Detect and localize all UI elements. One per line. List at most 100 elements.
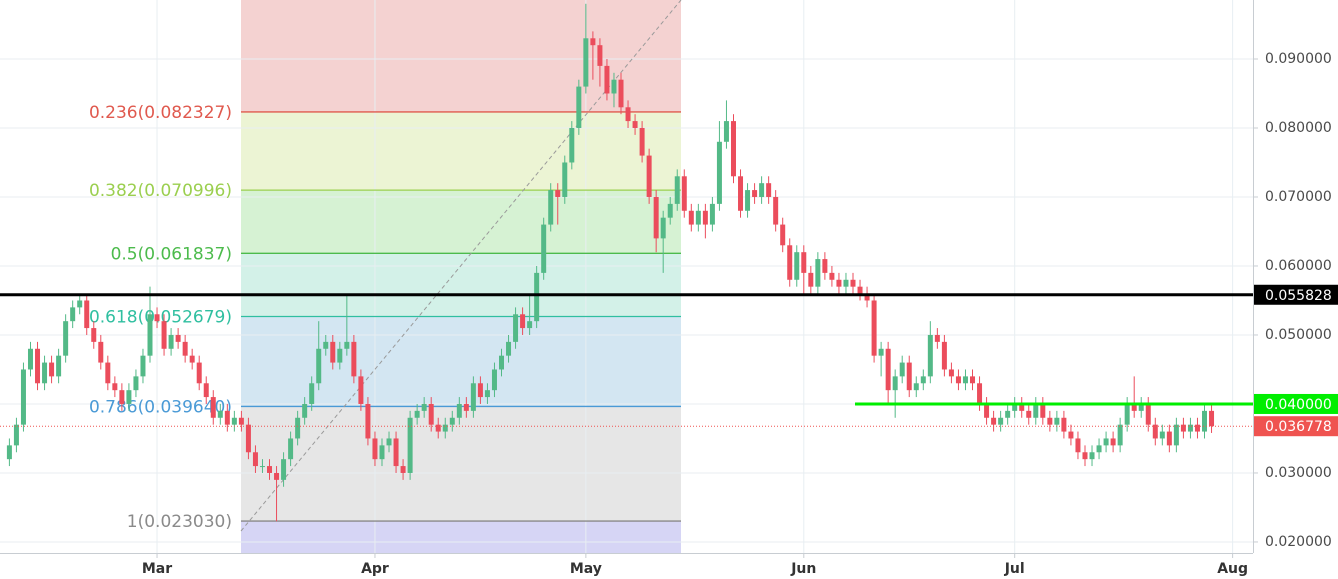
candle-body — [407, 417, 413, 473]
candle-body — [709, 203, 715, 225]
candle-body — [653, 196, 659, 239]
candle-body — [604, 65, 610, 94]
candle-body — [646, 155, 652, 197]
y-tick-label: 0.090000 — [1265, 51, 1332, 67]
candle-body — [77, 300, 83, 308]
candle-body — [808, 272, 814, 287]
candle-body — [42, 362, 48, 384]
candle-body — [189, 355, 195, 363]
candle-body — [245, 424, 251, 453]
candle-body — [555, 190, 561, 197]
candle-body — [288, 438, 294, 460]
candle-body — [745, 190, 751, 211]
candle-body — [899, 362, 905, 377]
candle-body — [1054, 417, 1060, 425]
candle-body — [955, 376, 961, 384]
candle-body — [752, 190, 758, 197]
candle-body — [1152, 424, 1158, 439]
candle-body — [309, 383, 315, 404]
candle-body — [1089, 452, 1095, 460]
candle-body — [1040, 403, 1046, 418]
candle-body — [203, 383, 209, 398]
candle-body — [1082, 452, 1088, 460]
candle-body — [330, 341, 336, 363]
fib-label: 0.786(0.039640) — [89, 397, 232, 417]
candle-body — [161, 321, 167, 349]
candle-body — [484, 390, 490, 398]
candle-body — [140, 355, 146, 377]
candle-body — [794, 252, 800, 280]
candle-body — [688, 210, 694, 225]
candle-body — [91, 328, 97, 342]
candle-body — [316, 348, 322, 384]
candle-body — [991, 417, 997, 425]
candle-body — [576, 86, 582, 128]
candle-body — [506, 341, 512, 356]
candle-body — [267, 466, 273, 473]
x-tick-label: Jul — [1004, 561, 1025, 577]
candle-body — [351, 341, 357, 377]
candle-body — [541, 224, 547, 273]
candle-body — [723, 121, 729, 142]
candle-body — [590, 38, 596, 46]
candle-body — [154, 314, 160, 322]
candle-body — [147, 314, 153, 356]
candle-body — [611, 79, 617, 94]
candle-body — [379, 445, 385, 460]
candle-body — [787, 245, 793, 280]
candle-body — [393, 438, 399, 467]
candle-body — [119, 390, 125, 404]
fib-label: 0.618(0.052679) — [89, 307, 232, 327]
candle-body — [801, 252, 807, 273]
y-tick-label: 0.050000 — [1265, 327, 1332, 343]
axis-panel — [0, 553, 1338, 579]
candle-body — [470, 383, 476, 411]
candle-body — [878, 348, 884, 356]
price-tag-box — [1254, 393, 1338, 414]
x-tick-label: Aug — [1217, 561, 1248, 577]
candle-body — [302, 403, 308, 418]
fib-label: 0.236(0.082327) — [89, 103, 232, 123]
fib-zone — [241, 111, 681, 191]
candle-body — [920, 376, 926, 384]
candle-body — [105, 362, 111, 384]
candle-body — [1075, 438, 1081, 453]
candle-body — [998, 417, 1004, 425]
price-tag: 0.040000 — [1265, 397, 1332, 413]
candle-body — [182, 341, 188, 356]
candle-body — [35, 348, 41, 384]
candle-body — [252, 452, 258, 467]
candle-body — [1187, 424, 1193, 432]
candle-body — [456, 403, 462, 418]
candle-body — [597, 45, 603, 66]
candle-body — [618, 79, 624, 108]
candle-body — [857, 286, 863, 294]
candle-body — [477, 383, 483, 398]
candle-body — [196, 362, 202, 384]
candle-body — [520, 314, 526, 329]
candle-body — [639, 127, 645, 156]
candle-body — [850, 279, 856, 287]
price-tag: 0.036778 — [1265, 419, 1332, 435]
candle-body — [435, 424, 441, 432]
fib-zone — [241, 406, 681, 522]
y-tick-label: 0.070000 — [1265, 189, 1332, 205]
candle-body — [133, 376, 139, 391]
candle-body — [20, 369, 26, 425]
candle-body — [534, 272, 540, 322]
price-tag: 0.055828 — [1265, 288, 1332, 304]
candle-body — [1061, 417, 1067, 432]
candle-body — [716, 141, 722, 204]
fib-zone — [241, 190, 681, 254]
candle-body — [702, 210, 708, 225]
candle-body — [1110, 438, 1116, 446]
candle-body — [1012, 403, 1018, 411]
candle-body — [513, 314, 519, 342]
candle-body — [864, 293, 870, 301]
candle-body — [759, 183, 765, 197]
candle-body — [112, 383, 118, 391]
candle-body — [927, 334, 933, 377]
candle-body — [1047, 417, 1053, 425]
candle-body — [970, 376, 976, 384]
